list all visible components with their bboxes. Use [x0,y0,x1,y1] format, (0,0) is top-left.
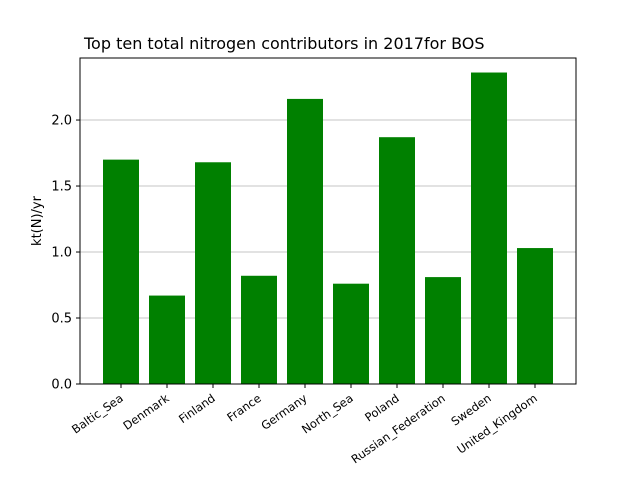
x-tick-label: Finland [176,391,218,426]
y-tick-label: 2.0 [51,114,72,129]
plot-frame [79,57,577,385]
y-tick-label: 0.0 [51,378,72,393]
bar-united-kingdom [517,248,553,384]
bar-germany [287,98,323,384]
bar-north-sea [333,283,369,384]
x-tick-label: North_Sea [299,391,356,437]
y-tick-label: 1.5 [51,180,72,195]
y-tick-label: 1.0 [51,246,72,261]
x-tick-label: United_Kingdom [454,391,539,457]
chart-title: Top ten total nitrogen contributors in 2… [83,34,485,53]
bar-poland [379,137,415,384]
y-axis-label: kt(N)/yr [30,195,45,246]
x-tick-label: Denmark [120,391,172,433]
bar-france [241,275,277,384]
y-axis-ticks: 0.0 0.5 1.0 1.5 2.0 [51,114,80,393]
bar-sweden [471,72,507,384]
bars [103,72,553,384]
bar-baltic-sea [103,159,139,384]
bar-denmark [149,295,185,384]
x-tick-label: Baltic_Sea [69,391,126,437]
x-tick-label: Poland [362,391,401,424]
bar-russian-federation [425,277,461,384]
x-tick-label: France [224,391,263,424]
bar-finland [195,162,231,384]
y-tick-label: 0.5 [51,312,72,327]
